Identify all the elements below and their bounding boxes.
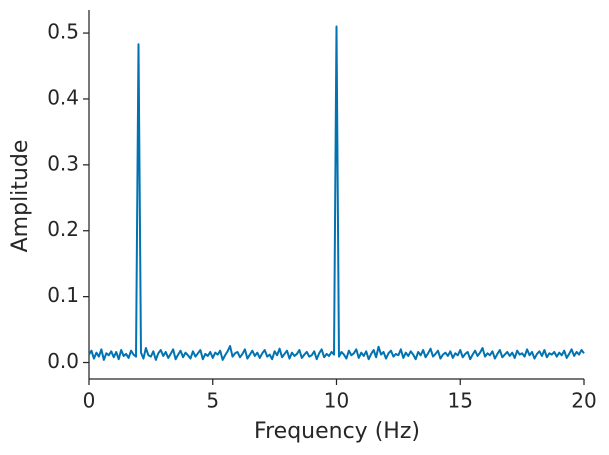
x-tick-label: 5 <box>206 389 219 413</box>
y-tick-label: 0.0 <box>47 349 79 373</box>
y-tick-label: 0.5 <box>47 20 79 44</box>
x-tick-label: 20 <box>571 389 596 413</box>
y-tick-label: 0.2 <box>47 217 79 241</box>
spectrum-line <box>88 25 585 361</box>
x-tick-label: 10 <box>324 389 349 413</box>
y-axis-label: Amplitude <box>8 140 33 253</box>
y-tick-label: 0.4 <box>47 85 79 109</box>
y-tick-label: 0.1 <box>47 283 79 307</box>
y-tick-label: 0.3 <box>47 151 79 175</box>
x-axis-label: Frequency (Hz) <box>254 419 420 444</box>
x-tick-label: 15 <box>448 389 473 413</box>
x-tick-label: 0 <box>83 389 96 413</box>
